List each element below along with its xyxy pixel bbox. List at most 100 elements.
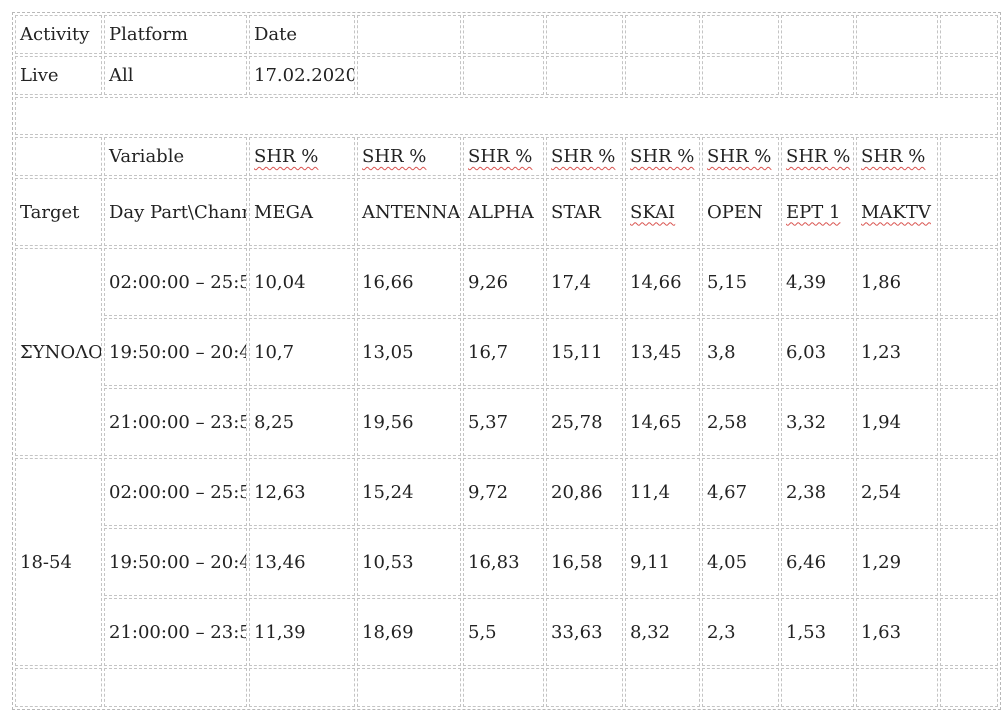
channel-name: ALPHA xyxy=(463,178,544,246)
variable-value: SHR % xyxy=(707,146,772,167)
share-value: 9,11 xyxy=(625,528,700,596)
share-value: 13,45 xyxy=(625,318,700,386)
share-value: 2,54 xyxy=(856,458,938,526)
share-value: 5,5 xyxy=(463,598,544,666)
daypart-cell: 02:00:00 – 25:59:59 xyxy=(104,458,247,526)
channel-name: OPEN xyxy=(702,178,779,246)
platform-label: Platform xyxy=(104,15,247,54)
channel-name: MAKTV xyxy=(861,201,931,223)
share-value: 15,11 xyxy=(546,318,623,386)
empty-cell xyxy=(940,56,998,95)
empty-cell xyxy=(702,56,779,95)
ratings-table: Activity Platform Date Live All 17.02.20… xyxy=(12,12,1001,710)
empty-cell xyxy=(463,56,544,95)
table-row: 18-54 02:00:00 – 25:59:59 12,63 15,24 9,… xyxy=(15,458,998,666)
share-value: 4,05 xyxy=(702,528,779,596)
share-value: 16,58 xyxy=(546,528,623,596)
variable-cell: SHR % xyxy=(781,137,854,176)
variable-value: SHR % xyxy=(362,146,427,167)
share-value: 14,66 xyxy=(625,248,700,316)
share-value: 4,67 xyxy=(702,458,779,526)
channel-cell: MAKTV xyxy=(856,178,938,246)
share-value: 5,15 xyxy=(702,248,779,316)
table-row: 21:00:00 – 23:59:59 11,39 18,69 5,5 33,6… xyxy=(15,598,998,666)
table-row: Live All 17.02.2020 xyxy=(15,56,998,95)
empty-cell xyxy=(357,56,461,95)
empty-cell xyxy=(940,178,998,246)
share-value: 1,23 xyxy=(856,318,938,386)
daypart-channel-label: Day Part\Channel xyxy=(104,178,247,246)
share-value: 1,86 xyxy=(856,248,938,316)
empty-cell xyxy=(625,668,700,707)
channel-name: MEGA xyxy=(249,178,355,246)
table-row: 21:00:00 – 23:59:59 8,25 19,56 5,37 25,7… xyxy=(15,388,998,456)
share-value: 11,4 xyxy=(625,458,700,526)
daypart-cell: 21:00:00 – 23:59:59 xyxy=(104,598,247,666)
share-value: 9,72 xyxy=(463,458,544,526)
target-label: Target xyxy=(15,178,102,246)
share-value: 3,32 xyxy=(781,388,854,456)
share-value: 10,04 xyxy=(249,248,355,316)
activity-label: Activity xyxy=(15,15,102,54)
variable-value: SHR % xyxy=(468,146,533,167)
share-value: 25,78 xyxy=(546,388,623,456)
empty-cell xyxy=(781,668,854,707)
empty-cell xyxy=(546,668,623,707)
empty-cell xyxy=(357,15,461,54)
share-value: 1,29 xyxy=(856,528,938,596)
daypart-cell: 02:00:00 – 25:59:59 xyxy=(104,248,247,316)
table-row: ΣΥΝΟΛΟ 02:00:00 – 25:59:59 10,04 16,66 9… xyxy=(15,248,998,456)
share-value: 3,8 xyxy=(702,318,779,386)
target-value: 18-54 xyxy=(15,458,102,666)
variable-cell: SHR % xyxy=(546,137,623,176)
share-value: 8,32 xyxy=(625,598,700,666)
empty-cell xyxy=(781,56,854,95)
share-value: 14,65 xyxy=(625,388,700,456)
share-value: 2,58 xyxy=(702,388,779,456)
variable-cell: SHR % xyxy=(702,137,779,176)
share-value: 10,53 xyxy=(357,528,461,596)
variable-cell: SHR % xyxy=(463,137,544,176)
empty-cell xyxy=(546,15,623,54)
variable-cell: SHR % xyxy=(249,137,355,176)
share-value: 9,26 xyxy=(463,248,544,316)
table-row xyxy=(15,97,998,135)
document-body: Activity Platform Date Live All 17.02.20… xyxy=(12,12,1001,710)
empty-cell xyxy=(357,668,461,707)
empty-cell xyxy=(940,388,998,456)
share-value: 2,3 xyxy=(702,598,779,666)
empty-cell xyxy=(856,15,938,54)
variable-cell: SHR % xyxy=(357,137,461,176)
empty-cell xyxy=(940,248,998,316)
variable-value: SHR % xyxy=(786,146,851,167)
empty-cell xyxy=(856,56,938,95)
share-value: 19,56 xyxy=(357,388,461,456)
share-value: 17,4 xyxy=(546,248,623,316)
share-value: 2,38 xyxy=(781,458,854,526)
variable-cell: SHR % xyxy=(625,137,700,176)
variable-value: SHR % xyxy=(254,146,319,167)
share-value: 20,86 xyxy=(546,458,623,526)
share-value: 1,53 xyxy=(781,598,854,666)
empty-cell xyxy=(463,15,544,54)
empty-cell xyxy=(940,668,998,707)
variable-value: SHR % xyxy=(861,146,926,167)
daypart-cell: 19:50:00 – 20:44:59 xyxy=(104,318,247,386)
date-label: Date xyxy=(249,15,355,54)
variable-row: Variable SHR % SHR % SHR % SHR % SHR % S… xyxy=(15,137,998,176)
share-value: 11,39 xyxy=(249,598,355,666)
daypart-cell: 19:50:00 – 20:44:59 xyxy=(104,528,247,596)
platform-value: All xyxy=(104,56,247,95)
empty-cell xyxy=(625,56,700,95)
share-value: 12,63 xyxy=(249,458,355,526)
channel-name: SKAI xyxy=(630,201,676,223)
date-value: 17.02.2020 xyxy=(249,56,355,95)
table-row: 19:50:00 – 20:44:59 10,7 13,05 16,7 15,1… xyxy=(15,318,998,386)
variable-value: SHR % xyxy=(551,146,616,167)
share-value: 1,63 xyxy=(856,598,938,666)
share-value: 13,46 xyxy=(249,528,355,596)
share-value: 1,94 xyxy=(856,388,938,456)
share-value: 15,24 xyxy=(357,458,461,526)
empty-cell xyxy=(15,668,102,707)
share-value: 6,46 xyxy=(781,528,854,596)
